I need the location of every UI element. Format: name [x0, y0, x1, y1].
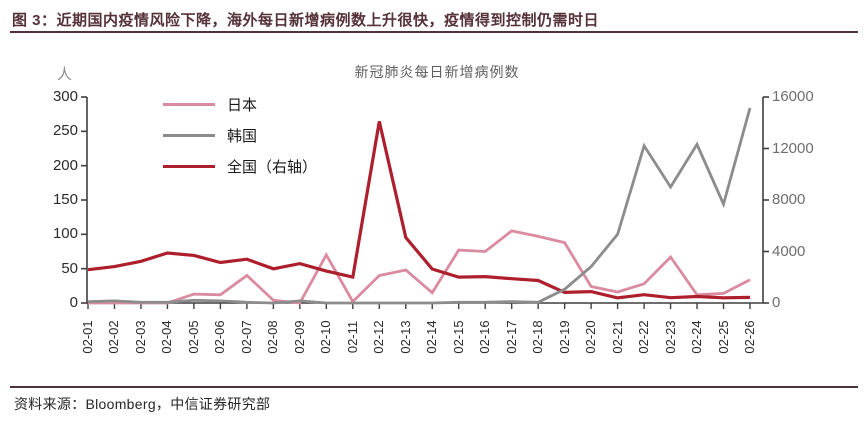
legend-line-swatch [163, 103, 215, 106]
x-tick-label: 02-18 [530, 320, 546, 354]
x-tick-label: 02-17 [503, 320, 519, 354]
y-left-tick-label: 250 [52, 122, 78, 140]
legend: 日本韩国全国（右轴） [163, 94, 343, 187]
y-right-tick-label: 12000 [772, 139, 814, 157]
header-rule [10, 31, 858, 33]
x-tick-label: 02-02 [106, 320, 122, 354]
x-tick-label: 02-23 [662, 320, 678, 354]
y-right-tick-label: 4000 [772, 242, 806, 260]
x-tick-label: 02-07 [238, 320, 254, 354]
x-tick-label: 02-15 [450, 320, 466, 354]
y-left-tick-label: 100 [52, 225, 78, 243]
x-tick-label: 02-16 [477, 320, 493, 354]
legend-line-swatch [163, 165, 215, 168]
x-tick-label: 02-05 [185, 320, 201, 354]
x-tick-label: 02-11 [344, 320, 360, 354]
figure-title: 图 3：近期国内疫情风险下降，海外每日新增病例数上升很快，疫情得到控制仍需时日 [12, 12, 600, 29]
x-tick-label: 02-12 [371, 320, 387, 354]
x-tick-label: 02-01 [80, 320, 95, 354]
legend-label: 全国（右轴） [227, 159, 318, 176]
x-tick-label: 02-26 [742, 320, 757, 354]
y-left-tick-label: 150 [52, 191, 78, 208]
x-tick-label: 02-19 [556, 320, 572, 354]
y-left-tick-label: 300 [52, 88, 78, 105]
x-tick-label: 02-22 [636, 320, 652, 354]
x-tick-label: 02-09 [291, 320, 307, 354]
x-tick-label: 02-25 [715, 320, 731, 354]
x-tick-label: 02-20 [583, 320, 599, 354]
chart-title: 新冠肺炎每日新增病例数 [354, 64, 520, 80]
legend-label: 韩国 [227, 128, 258, 145]
x-tick-label: 02-08 [265, 320, 281, 354]
legend-line-swatch [163, 134, 215, 137]
source-text: 资料来源：Bloomberg，中信证券研究部 [14, 396, 271, 412]
y-left-tick-label: 200 [52, 156, 78, 174]
series-line-日本 [88, 229, 751, 305]
y-left-tick-label: 50 [61, 259, 78, 277]
legend-label: 日本 [227, 97, 258, 114]
left-axis-unit-label: 人 [56, 66, 72, 83]
x-tick-label: 02-10 [318, 320, 334, 354]
x-tick-label: 02-06 [212, 320, 228, 354]
legend-item: 日本 [163, 94, 343, 115]
x-tick-label: 02-21 [609, 320, 625, 354]
x-tick-label: 02-14 [424, 320, 440, 354]
y-left-tick-label: 0 [69, 294, 78, 311]
series-line-全国（右轴） [87, 121, 751, 300]
legend-item: 韩国 [163, 125, 343, 146]
y-right-tick-label: 8000 [772, 191, 806, 208]
legend-item: 全国（右轴） [163, 156, 343, 177]
y-right-tick-label: 0 [772, 294, 781, 311]
x-tick-label: 02-04 [159, 320, 175, 354]
x-tick-label: 02-13 [397, 320, 413, 354]
footer-rule [10, 386, 858, 388]
x-tick-label: 02-24 [689, 320, 705, 354]
x-tick-label: 02-03 [132, 320, 148, 354]
series-line-韩国 [87, 107, 752, 305]
y-right-tick-label: 16000 [772, 88, 814, 105]
